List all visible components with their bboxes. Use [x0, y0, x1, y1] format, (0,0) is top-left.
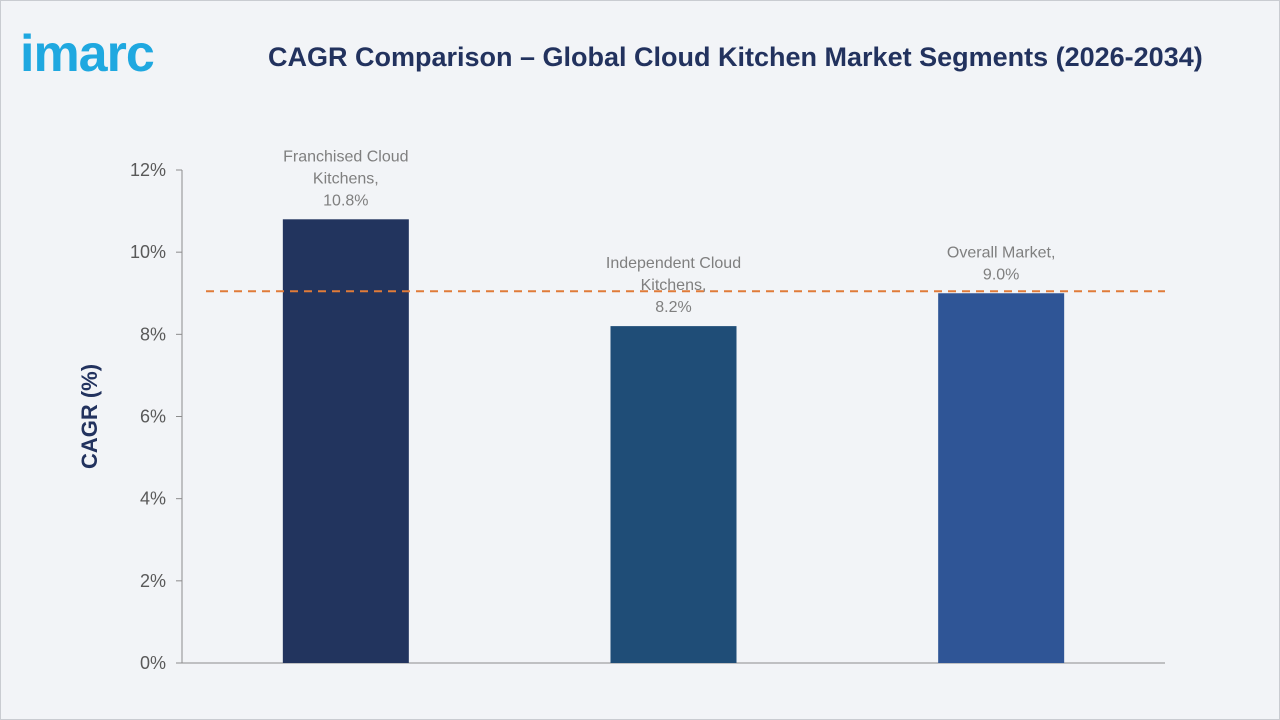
bars	[282, 219, 1065, 664]
bar-1	[282, 219, 409, 664]
y-tick-label: 10%	[130, 242, 166, 262]
data-label-line: Franchised Cloud	[283, 148, 408, 165]
data-label-1: Franchised Cloud Kitchens, 10.8%	[283, 148, 408, 209]
bar-3	[938, 293, 1065, 663]
data-labels: Franchised Cloud Kitchens, 10.8% Independen…	[283, 148, 1055, 316]
bar-2	[610, 326, 737, 663]
y-tick-label: 4%	[140, 489, 166, 509]
y-tick-label: 8%	[140, 324, 166, 344]
y-axis: 0% 2% 4% 6% 8% 10% 12%	[130, 160, 1165, 673]
data-label-line: 8.2%	[655, 299, 691, 316]
data-label-line: Kitchens,	[641, 277, 707, 294]
data-label-line: Kitchens,	[313, 170, 379, 187]
data-label-3: Overall Market, 9.0%	[947, 244, 1055, 283]
y-tick-label: 0%	[140, 653, 166, 673]
imarc-logo: imarc	[20, 25, 155, 83]
chart-title: CAGR Comparison – Global Cloud Kitchen M…	[268, 42, 1203, 72]
y-tick-label: 6%	[140, 407, 166, 427]
y-tick-label: 2%	[140, 571, 166, 591]
logo-text: imarc	[20, 25, 155, 83]
data-label-line: 9.0%	[983, 266, 1019, 283]
data-label-line: Overall Market,	[947, 244, 1055, 261]
data-label-2: Independent Cloud Kitchens, 8.2%	[606, 255, 741, 316]
data-label-line: 10.8%	[323, 192, 368, 209]
y-axis-label: CAGR (%)	[77, 364, 102, 469]
y-tick-label: 12%	[130, 160, 166, 180]
data-label-line: Independent Cloud	[606, 255, 741, 272]
